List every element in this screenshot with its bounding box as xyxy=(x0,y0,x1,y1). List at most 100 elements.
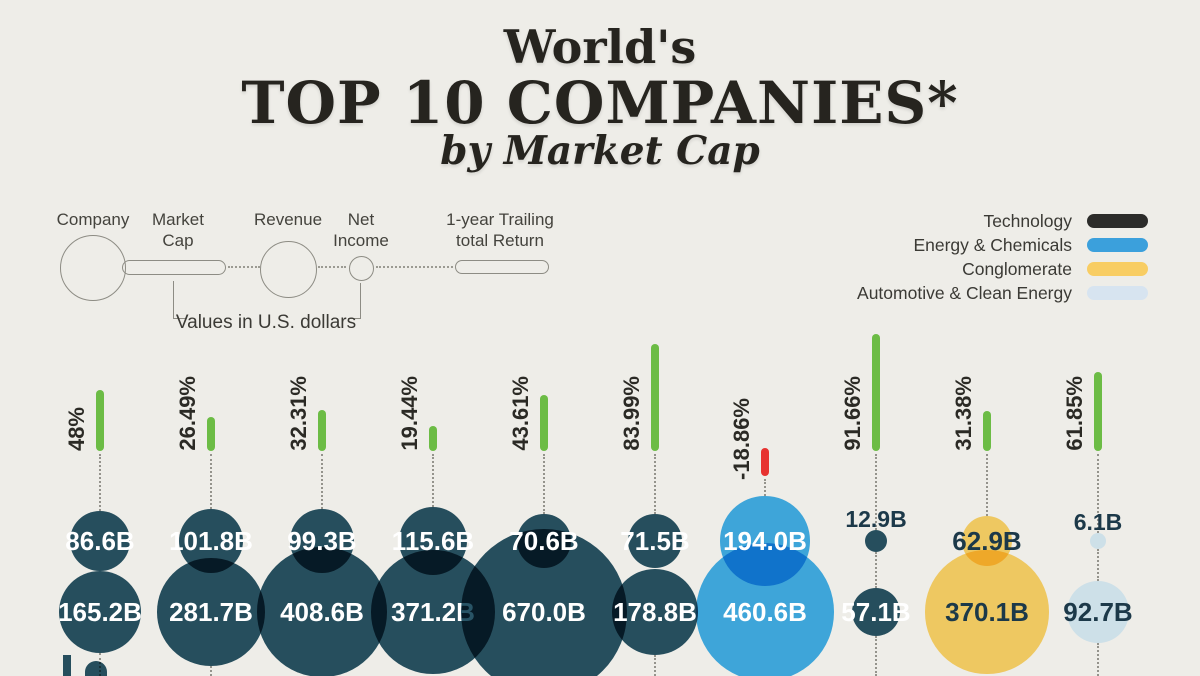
title-line-1: World's xyxy=(503,20,697,74)
revenue-value: 371.2B xyxy=(391,597,475,627)
net-income-value: 70.6B xyxy=(509,526,579,556)
revenue-value: 670.0B xyxy=(502,597,586,627)
category-color-pill-icon xyxy=(1087,286,1148,300)
column-guide-dots xyxy=(543,454,545,515)
revenue-bubble xyxy=(257,547,387,676)
company-circle-icon xyxy=(60,235,126,301)
note-bracket-left xyxy=(173,281,186,319)
note-bracket-right xyxy=(348,283,361,319)
return-pct-label: 31.38% xyxy=(951,376,976,451)
net-income-value: 101.8B xyxy=(169,526,253,556)
net-income-value: 115.6B xyxy=(391,526,475,556)
category-legend-row: Automotive & Clean Energy xyxy=(800,283,1200,303)
revenue-bubble xyxy=(696,543,834,676)
column-guide-dots xyxy=(1097,548,1099,582)
cutoff-glyph xyxy=(85,661,107,676)
revenue-bubble xyxy=(157,558,265,666)
column-guide-dots xyxy=(986,454,988,516)
column-guide-dots xyxy=(210,665,212,676)
cutoff-glyph xyxy=(63,655,71,676)
column-guide-dots xyxy=(654,654,656,676)
revenue-bubble xyxy=(925,550,1049,674)
category-legend-row: Conglomerate xyxy=(800,259,1200,279)
revenue-bubble xyxy=(851,587,901,637)
net-income-value: 12.9B xyxy=(845,505,907,532)
return-pill-icon xyxy=(455,260,549,274)
net-income-label: Net Income xyxy=(333,210,389,250)
return-bar xyxy=(1094,372,1102,451)
net-income-value: 6.1B xyxy=(1073,509,1123,536)
return-pct-label: 48% xyxy=(64,406,89,451)
return-pct-label: 19.44% xyxy=(397,376,422,451)
column-guide-dots xyxy=(1097,642,1099,676)
connector-dots-icon xyxy=(318,266,346,268)
category-color-pill-icon xyxy=(1087,262,1148,276)
revenue-bubble xyxy=(612,569,698,655)
column-guide-dots xyxy=(210,454,212,509)
revenue-value: 57.1B xyxy=(841,597,911,627)
category-legend-row: Energy & Chemicals xyxy=(800,235,1200,255)
market-cap-label: Market Cap xyxy=(152,210,204,250)
return-bar xyxy=(761,448,769,476)
column-guide-dots xyxy=(321,454,323,510)
column-guide-dots xyxy=(875,454,877,530)
return-pct-label: -18.86% xyxy=(729,398,754,480)
connector-dots-icon xyxy=(376,266,453,268)
return-label: 1-year Trailing total Return xyxy=(446,210,554,250)
revenue-value: 165.2B xyxy=(58,597,142,627)
return-pct-label: 32.31% xyxy=(286,376,311,451)
return-bar xyxy=(651,344,659,451)
net-income-bubble xyxy=(627,513,683,569)
category-legend-label: Automotive & Clean Energy xyxy=(857,283,1072,303)
return-bar xyxy=(983,411,991,451)
revenue-bubble xyxy=(1067,581,1129,643)
category-color-pill-icon xyxy=(1087,214,1148,228)
revenue-value: 178.8B xyxy=(613,597,697,627)
market-cap-pill-icon xyxy=(122,260,226,275)
revenue-bubble xyxy=(58,570,142,654)
return-bar xyxy=(872,334,880,451)
category-legend-label: Conglomerate xyxy=(962,259,1072,279)
net-income-value: 86.6B xyxy=(65,526,135,556)
return-pct-label: 43.61% xyxy=(508,376,533,451)
revenue-value: 370.1B xyxy=(945,597,1029,627)
net-income-value: 62.9B xyxy=(952,526,1022,556)
return-bar xyxy=(207,417,215,451)
title-line-2: TOP 10 COMPANIES* xyxy=(241,69,959,137)
return-bar xyxy=(96,390,104,451)
category-legend-label: Energy & Chemicals xyxy=(913,235,1072,255)
company-label: Company xyxy=(56,210,130,229)
net-income-value: 194.0B xyxy=(723,526,807,556)
category-legend-label: Technology xyxy=(983,211,1072,231)
column-guide-dots xyxy=(875,636,877,676)
revenue-value: 92.7B xyxy=(1063,597,1133,627)
return-bar xyxy=(540,395,548,451)
revenue-circle-icon xyxy=(260,241,317,298)
net-income-circle-icon xyxy=(349,256,374,281)
column-guide-dots xyxy=(654,454,656,514)
return-pct-label: 91.66% xyxy=(840,376,865,451)
category-color-pill-icon xyxy=(1087,238,1148,252)
category-legend-row: Technology xyxy=(800,211,1200,231)
column-guide-dots xyxy=(99,454,101,512)
net-income-bubble xyxy=(1090,533,1106,549)
net-income-value: 99.3B xyxy=(287,526,357,556)
net-income-bubble xyxy=(864,529,888,553)
revenue-value: 281.7B xyxy=(169,597,253,627)
revenue-bubble xyxy=(461,529,627,676)
revenue-label: Revenue xyxy=(253,210,323,229)
column-guide-dots xyxy=(1097,454,1099,534)
return-bar xyxy=(318,410,326,451)
net-income-value: 71.5B xyxy=(620,526,690,556)
return-pct-label: 61.85% xyxy=(1062,376,1087,451)
return-bar xyxy=(429,426,437,451)
return-pct-label: 26.49% xyxy=(175,376,200,451)
revenue-value: 460.6B xyxy=(723,597,807,627)
return-pct-label: 83.99% xyxy=(619,376,644,451)
column-guide-dots xyxy=(875,552,877,588)
values-note: Values in U.S. dollars xyxy=(175,312,357,333)
net-income-bubble xyxy=(70,511,130,571)
revenue-value: 408.6B xyxy=(280,597,364,627)
connector-dots-icon xyxy=(228,266,260,268)
